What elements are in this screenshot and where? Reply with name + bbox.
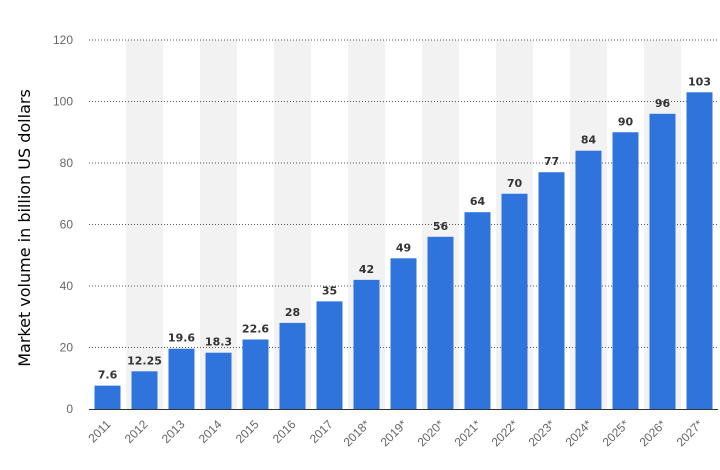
bar[interactable] [131, 371, 158, 409]
x-tick-label: 2026* [637, 417, 669, 449]
y-tick-label: 20 [60, 341, 74, 355]
x-tick-label: 2018* [341, 417, 373, 449]
bar[interactable] [649, 113, 676, 410]
bar[interactable] [94, 385, 121, 409]
data-label: 7.6 [98, 369, 118, 382]
data-label: 42 [359, 263, 374, 276]
y-tick-label: 60 [60, 218, 74, 232]
data-label: 96 [655, 97, 671, 110]
bar[interactable] [353, 279, 380, 409]
y-tick-label: 80 [60, 156, 74, 170]
x-tick-label: 2019* [378, 417, 410, 449]
y-tick-label: 0 [66, 402, 73, 416]
data-label: 22.6 [242, 323, 269, 336]
column-band [126, 40, 163, 409]
data-label: 35 [322, 284, 337, 297]
x-axis-ticks: 2011 2012 2013 2014 2015 2016 2017 2018* 2019* 20… [85, 417, 705, 449]
data-label: 28 [285, 306, 300, 319]
y-tick-label: 120 [53, 33, 73, 47]
y-tick-label: 40 [60, 279, 74, 293]
data-label: 49 [396, 241, 411, 254]
bar[interactable] [538, 172, 565, 409]
bar[interactable] [464, 212, 491, 409]
x-tick-label: 2012 [122, 417, 151, 446]
data-label: 19.6 [168, 332, 195, 345]
data-label: 90 [618, 115, 634, 128]
data-label: 70 [507, 177, 523, 190]
y-axis-ticks: 0 20 40 60 80 100 120 [53, 33, 73, 416]
bar[interactable] [168, 348, 195, 409]
x-tick-label: 2023* [526, 417, 558, 449]
x-tick-label: 2011 [85, 417, 113, 445]
bar[interactable] [205, 352, 232, 409]
y-axis-label: Market volume in billion US dollars [15, 89, 34, 367]
bar[interactable] [501, 193, 528, 409]
x-tick-label: 2024* [563, 417, 595, 449]
bar[interactable] [316, 301, 343, 409]
x-tick-label: 2020* [415, 417, 447, 449]
data-label: 84 [581, 134, 597, 147]
x-tick-label: 2016 [270, 417, 299, 446]
data-label: 103 [688, 75, 711, 88]
data-label: 56 [433, 220, 449, 233]
y-tick-label: 100 [53, 95, 73, 109]
bars [94, 92, 713, 410]
data-label: 77 [544, 155, 559, 168]
x-tick-label: 2014 [196, 417, 225, 446]
data-label: 18.3 [205, 336, 232, 349]
bar[interactable] [427, 236, 454, 409]
data-labels: 7.6 12.25 19.6 18.3 22.6 28 35 42 49 56 64 70 77 84 90… [98, 75, 711, 381]
data-label: 64 [470, 195, 486, 208]
x-tick-label: 2017 [307, 417, 336, 446]
bar[interactable] [242, 339, 269, 409]
data-label: 12.25 [127, 354, 162, 367]
bar[interactable] [575, 150, 602, 409]
bar[interactable] [279, 322, 306, 409]
x-tick-label: 2022* [489, 417, 521, 449]
x-tick-label: 2015 [233, 417, 262, 446]
bar[interactable] [686, 92, 713, 410]
x-tick-label: 2021* [452, 417, 484, 449]
bar[interactable] [612, 132, 639, 409]
x-tick-label: 2027* [674, 417, 706, 449]
bar[interactable] [390, 258, 417, 409]
x-tick-label: 2025* [600, 417, 632, 449]
x-tick-label: 2013 [159, 417, 188, 446]
